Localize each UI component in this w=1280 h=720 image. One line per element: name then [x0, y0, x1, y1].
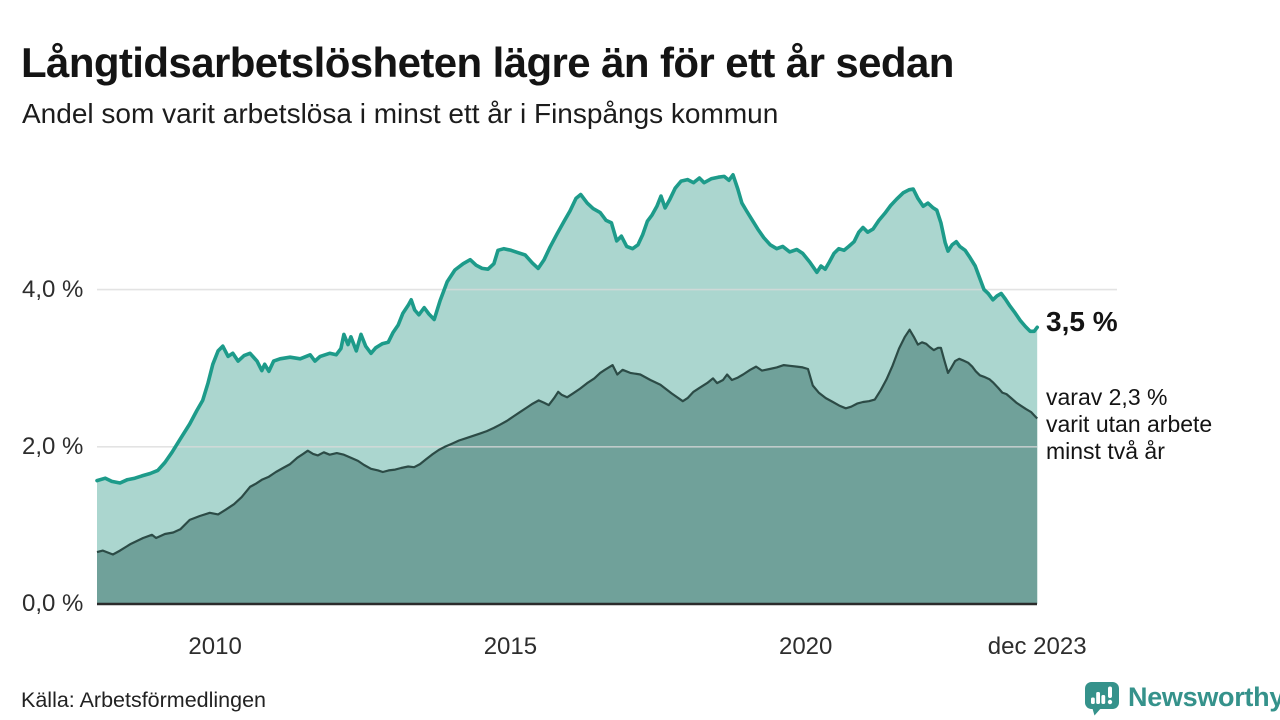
x-tick-label: 2020	[778, 633, 833, 660]
x-tick-label: 2015	[483, 633, 538, 660]
annotation-line: varit utan arbete	[1046, 411, 1213, 437]
series-area-1	[97, 329, 1038, 604]
chart-subtitle: Andel som varit arbetslösa i minst ett å…	[22, 98, 779, 129]
chart-title: Långtidsarbetslösheten lägre än för ett …	[21, 39, 954, 87]
x-tick-label: 2010	[188, 633, 242, 660]
annotation-line: minst två år	[1046, 438, 1165, 464]
y-tick-label: 4,0 %	[22, 275, 84, 303]
y-tick-label: 0,0 %	[22, 590, 84, 617]
series-line-1	[96, 328, 1038, 556]
brand-wordmark: Newsworthy	[1128, 682, 1280, 712]
newsworthy-logo-icon	[1085, 682, 1119, 716]
y-tick-label: 2,0 %	[22, 432, 84, 460]
end-value-label: 3,5 %	[1046, 306, 1118, 337]
end-value-sublabel: varav 2,3 % varit utan arbete minst två år	[1046, 384, 1212, 465]
series-line-0	[95, 173, 1039, 485]
brand-lockup: Newsworthy	[1084, 681, 1280, 717]
source-label: Källa: Arbetsförmedlingen	[21, 688, 267, 712]
x-tick-label: dec 2023	[987, 633, 1087, 660]
annotation-line: varav 2,3 %	[1046, 384, 1168, 410]
